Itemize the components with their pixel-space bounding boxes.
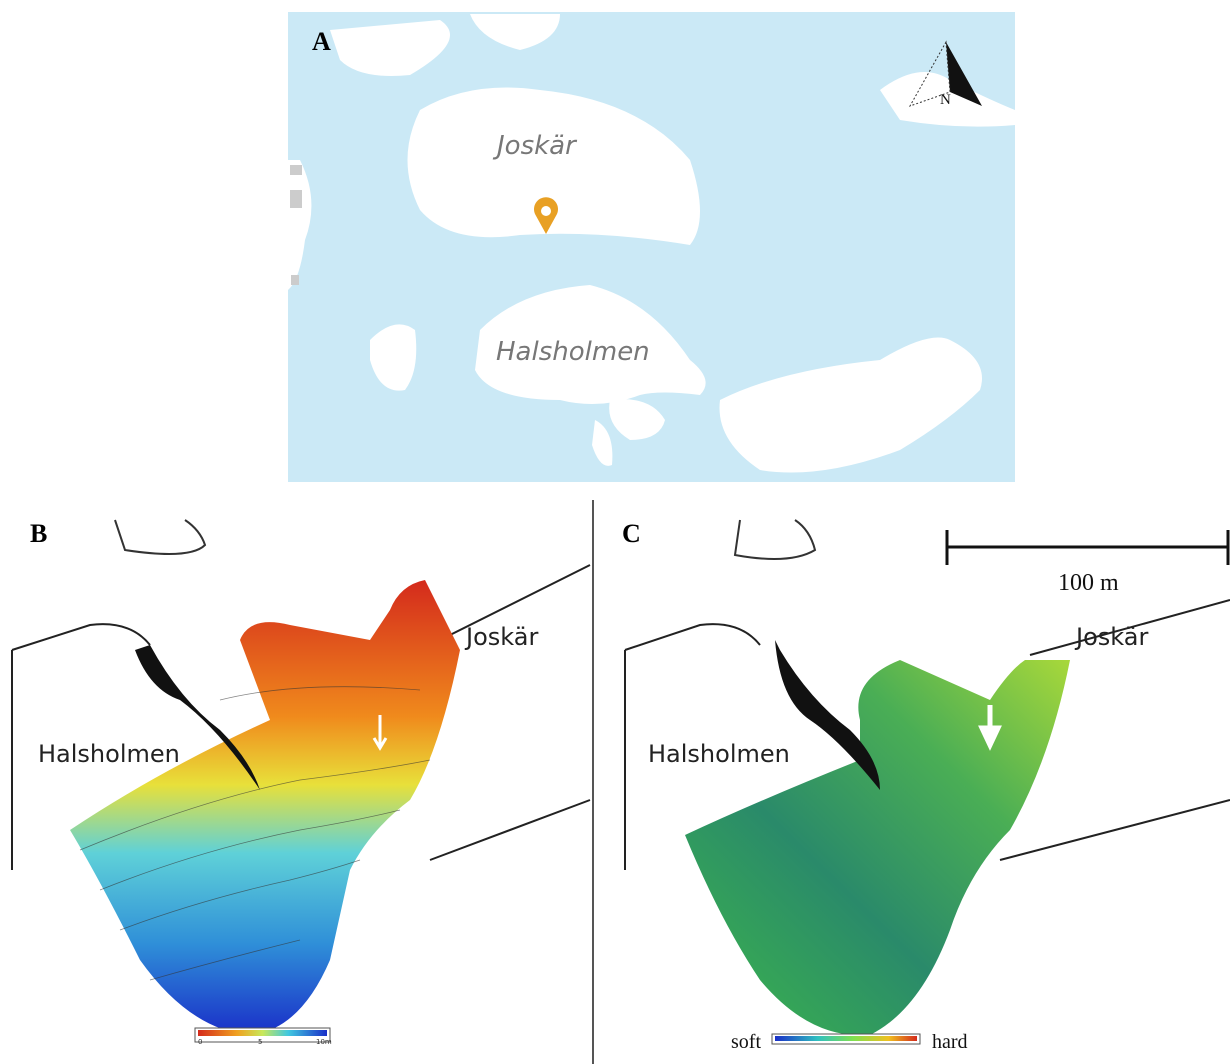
- location-pin-dot: [541, 206, 551, 216]
- panel-label: C: [622, 519, 641, 548]
- place-name: Halsholmen: [648, 740, 790, 768]
- panel-a: A Joskär Halsholmen N: [288, 12, 1015, 482]
- place-name: Halsholmen: [496, 337, 650, 367]
- figure: A Joskär Halsholmen N 0 5 10m B Halsholm…: [0, 0, 1230, 1064]
- colorbar: [198, 1030, 327, 1036]
- colorbar-high: hard: [932, 1031, 968, 1053]
- outline: [115, 520, 205, 554]
- place-name: Joskär: [464, 623, 538, 651]
- panel-label: B: [30, 519, 47, 548]
- colorbar: [775, 1036, 917, 1041]
- building: [290, 165, 302, 175]
- colorbar-tick: 5: [258, 1038, 262, 1046]
- outline: [735, 520, 815, 559]
- colorbar-low: soft: [731, 1031, 761, 1053]
- north-label: N: [940, 92, 951, 108]
- bathymetry-surface: [70, 580, 460, 1035]
- panel-b: 0 5 10m B Halsholmen Joskär: [12, 519, 590, 1046]
- place-name: Halsholmen: [38, 740, 180, 768]
- colorbar-tick: 10m: [316, 1038, 332, 1046]
- building: [290, 190, 302, 208]
- panel-label: A: [312, 27, 331, 56]
- colorbar-tick: 0: [198, 1038, 202, 1046]
- building: [291, 275, 299, 285]
- panel-c: 100 m soft hard C Halsholmen Joskär: [622, 519, 1230, 1053]
- place-name: Joskär: [492, 131, 578, 161]
- scale-bar-label: 100 m: [1058, 570, 1119, 596]
- shore-joskar: [420, 565, 590, 860]
- place-name: Joskär: [1074, 623, 1148, 651]
- hardness-surface: [685, 660, 1070, 1035]
